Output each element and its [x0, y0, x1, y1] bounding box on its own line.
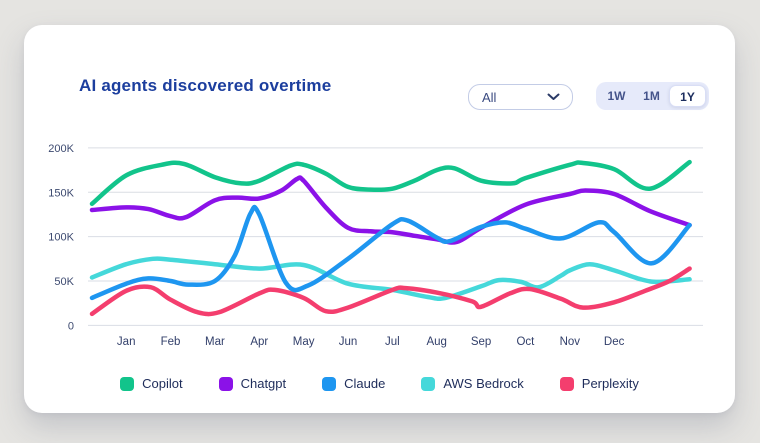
legend-swatch: [218, 376, 233, 391]
x-axis-label: Aug: [426, 336, 446, 348]
legend-label: Copilot: [142, 376, 183, 391]
y-axis-tick: 50K: [54, 276, 74, 288]
range-button-1y[interactable]: 1Y: [669, 85, 706, 107]
filter-dropdown-value: All: [482, 89, 497, 105]
x-axis-label: Jul: [385, 336, 400, 348]
legend-item-claude[interactable]: Claude: [322, 376, 385, 391]
x-axis-label: Jan: [117, 336, 136, 348]
legend-swatch: [559, 376, 574, 391]
x-axis-label: Mar: [205, 336, 225, 348]
line-perplexity: [89, 266, 692, 317]
line-claude: [89, 204, 692, 301]
series-lines: [89, 159, 692, 317]
range-toggle: 1W 1M 1Y: [596, 82, 709, 110]
filter-dropdown[interactable]: All: [468, 84, 573, 110]
legend-item-copilot[interactable]: Copilot: [120, 376, 183, 391]
legend-item-perplexity[interactable]: Perplexity: [559, 376, 639, 391]
x-axis-label: Sep: [471, 336, 491, 348]
x-axis-label: Oct: [516, 336, 535, 348]
line-chatgpt: [89, 175, 692, 245]
x-axis-label: Nov: [560, 336, 581, 348]
legend-item-aws-bedrock[interactable]: AWS Bedrock: [421, 376, 524, 391]
legend-swatch: [421, 376, 436, 391]
line-copilot: [89, 159, 692, 207]
legend-swatch: [120, 376, 135, 391]
x-axis-label: Dec: [604, 336, 625, 348]
line-aws-bedrock: [89, 256, 692, 301]
y-axis-tick: 150K: [48, 187, 74, 199]
page-title: AI agents discovered overtime: [79, 76, 332, 95]
legend-label: Perplexity: [581, 376, 639, 391]
y-axis-tick: 200K: [48, 143, 74, 155]
legend-label: Claude: [344, 376, 386, 391]
x-axis-label: Apr: [250, 336, 268, 348]
legend-label: Chatgpt: [240, 376, 287, 391]
x-axis-label: May: [293, 336, 315, 348]
legend-swatch: [322, 376, 337, 391]
y-axis-tick: 0: [68, 320, 74, 332]
y-axis-ticks: 200K 150K 100K 50K 0: [48, 143, 74, 333]
legend-label: AWS Bedrock: [443, 376, 524, 391]
range-button-1w[interactable]: 1W: [599, 85, 634, 107]
x-axis-label: Jun: [339, 336, 358, 348]
chart-legend: Copilot Chatgpt Claude AWS Bedrock Perplexit…: [24, 376, 735, 391]
x-axis-label: Feb: [161, 336, 181, 348]
legend-item-chatgpt[interactable]: Chatgpt: [218, 376, 287, 391]
y-axis-tick: 100K: [48, 232, 74, 244]
x-axis-labels: Jan Feb Mar Apr May Jun Jul Aug Sep Oct Nov Dec: [117, 336, 625, 348]
range-button-1m[interactable]: 1M: [634, 85, 669, 107]
chevron-down-icon: [547, 93, 560, 100]
gridlines: [88, 147, 703, 326]
